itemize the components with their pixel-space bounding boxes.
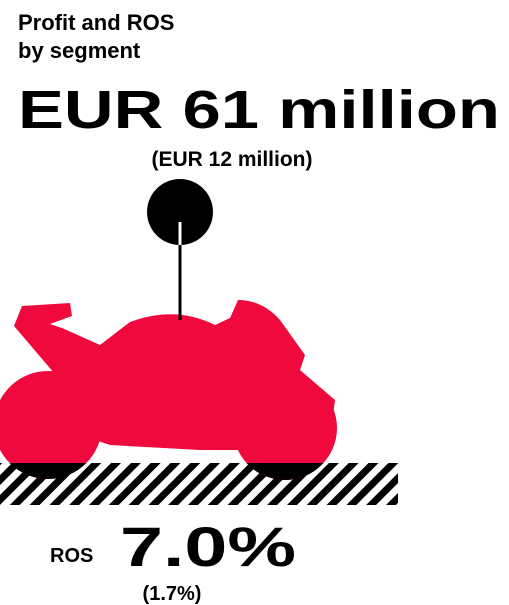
rear-wheel xyxy=(0,371,102,479)
front-wheel-shadow xyxy=(246,463,324,480)
ros-value: 7.0% xyxy=(120,515,296,578)
profit-value: EUR 61 million xyxy=(18,80,500,140)
ros-previous: (1.7%) xyxy=(143,583,202,605)
profit-previous: (EUR 12 million) xyxy=(151,148,312,171)
title-line: Profit and ROS xyxy=(18,10,174,35)
title-line: by segment xyxy=(18,38,141,63)
motorcycle-illustration xyxy=(0,179,398,505)
front-wheel xyxy=(233,376,337,480)
rear-wheel-shadow xyxy=(9,463,87,479)
ros-label: ROS xyxy=(50,545,93,567)
pin-head xyxy=(147,179,213,245)
